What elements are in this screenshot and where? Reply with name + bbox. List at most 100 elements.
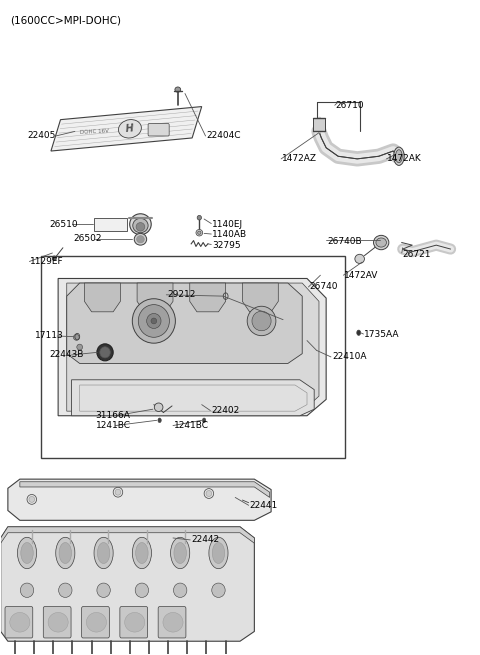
Text: 26740B: 26740B [327, 236, 362, 246]
Text: 22442: 22442 [191, 535, 219, 544]
Ellipse shape [132, 299, 175, 343]
Ellipse shape [119, 120, 142, 138]
Ellipse shape [59, 583, 72, 597]
Text: 22405: 22405 [27, 132, 56, 140]
Polygon shape [67, 283, 319, 411]
Text: 26721: 26721 [403, 250, 431, 259]
Polygon shape [58, 278, 326, 416]
Text: 26710: 26710 [336, 101, 364, 110]
Polygon shape [0, 527, 254, 641]
Text: H: H [125, 123, 134, 134]
Ellipse shape [97, 542, 110, 563]
Ellipse shape [136, 542, 148, 563]
Text: 22402: 22402 [211, 406, 240, 415]
Text: 32795: 32795 [212, 240, 241, 250]
Text: 26740: 26740 [310, 282, 338, 291]
FancyBboxPatch shape [148, 124, 169, 136]
Polygon shape [8, 479, 271, 520]
Ellipse shape [125, 612, 145, 632]
Bar [94, 217, 127, 231]
Text: 22443B: 22443B [49, 350, 84, 360]
Ellipse shape [147, 314, 161, 328]
Ellipse shape [130, 214, 151, 234]
Text: 1735AA: 1735AA [364, 329, 400, 339]
Ellipse shape [115, 489, 121, 495]
Ellipse shape [27, 495, 36, 504]
Ellipse shape [100, 346, 110, 358]
Ellipse shape [10, 612, 30, 632]
Ellipse shape [56, 537, 75, 569]
Ellipse shape [48, 612, 68, 632]
Text: 1140AB: 1140AB [212, 230, 247, 239]
Bar [313, 119, 324, 132]
Ellipse shape [94, 537, 113, 569]
Ellipse shape [198, 231, 201, 234]
Polygon shape [84, 283, 120, 312]
Ellipse shape [209, 537, 228, 569]
Text: 1241BC: 1241BC [96, 421, 131, 430]
Ellipse shape [355, 254, 364, 263]
Bar [41, 255, 345, 458]
Ellipse shape [158, 418, 161, 422]
Ellipse shape [376, 238, 386, 247]
Ellipse shape [357, 330, 360, 335]
Ellipse shape [132, 537, 152, 569]
Ellipse shape [29, 496, 35, 502]
Polygon shape [67, 283, 302, 364]
Text: DOHC 16V: DOHC 16V [80, 128, 108, 135]
Text: 1472AV: 1472AV [344, 271, 379, 280]
Text: 26510: 26510 [49, 219, 78, 229]
Ellipse shape [396, 150, 402, 163]
Ellipse shape [203, 418, 206, 422]
Text: 29212: 29212 [167, 290, 196, 299]
Ellipse shape [212, 542, 225, 563]
Text: 1241BC: 1241BC [174, 421, 209, 430]
FancyBboxPatch shape [43, 607, 71, 638]
Ellipse shape [173, 583, 187, 597]
Ellipse shape [136, 223, 145, 231]
Ellipse shape [97, 583, 110, 597]
Text: 1129EF: 1129EF [30, 257, 64, 266]
FancyBboxPatch shape [158, 607, 186, 638]
Text: 22410A: 22410A [332, 352, 366, 362]
Ellipse shape [52, 256, 57, 261]
Text: 1472AK: 1472AK [387, 155, 422, 163]
Polygon shape [0, 527, 254, 543]
Polygon shape [190, 283, 226, 312]
Ellipse shape [197, 215, 202, 220]
Polygon shape [137, 283, 173, 312]
Ellipse shape [86, 612, 107, 632]
Ellipse shape [133, 218, 148, 233]
Polygon shape [242, 283, 278, 312]
Ellipse shape [20, 583, 34, 597]
Ellipse shape [247, 307, 276, 335]
Ellipse shape [77, 344, 83, 350]
Ellipse shape [73, 334, 79, 340]
Ellipse shape [151, 318, 157, 324]
Ellipse shape [134, 233, 147, 245]
Ellipse shape [163, 612, 183, 632]
Polygon shape [51, 107, 202, 151]
Ellipse shape [135, 583, 149, 597]
Text: 1140EJ: 1140EJ [212, 219, 243, 229]
FancyBboxPatch shape [82, 607, 109, 638]
Ellipse shape [175, 87, 180, 92]
Ellipse shape [252, 311, 271, 331]
Text: 26502: 26502 [73, 234, 102, 243]
Ellipse shape [59, 542, 72, 563]
Ellipse shape [17, 537, 36, 569]
Ellipse shape [206, 491, 212, 496]
Text: 22441: 22441 [250, 501, 278, 510]
Text: 1472AZ: 1472AZ [282, 155, 317, 163]
Ellipse shape [113, 487, 123, 497]
Text: 31166A: 31166A [96, 411, 131, 421]
Text: 17113: 17113 [35, 331, 64, 341]
Ellipse shape [155, 403, 163, 411]
Polygon shape [20, 481, 270, 497]
Ellipse shape [21, 542, 33, 563]
Ellipse shape [394, 147, 404, 166]
Ellipse shape [373, 235, 389, 250]
Polygon shape [72, 380, 314, 416]
Ellipse shape [212, 583, 225, 597]
Text: (1600CC>MPI-DOHC): (1600CC>MPI-DOHC) [10, 15, 121, 25]
